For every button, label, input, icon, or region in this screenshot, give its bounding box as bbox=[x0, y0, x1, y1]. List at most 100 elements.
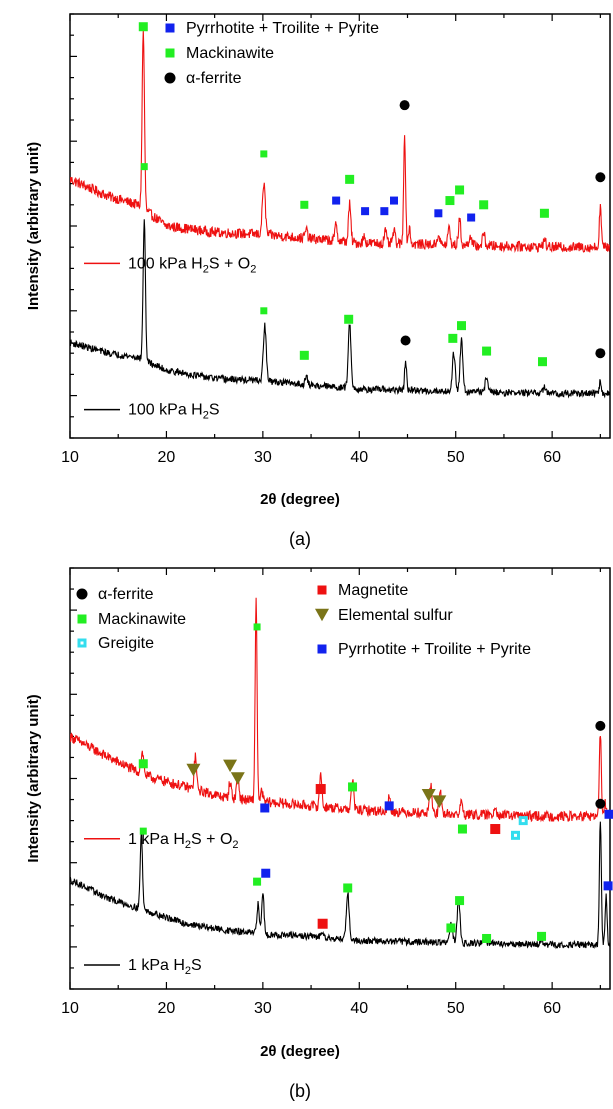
plot-frame bbox=[69, 13, 611, 439]
magnetite-marker bbox=[317, 918, 328, 929]
legend-marker bbox=[77, 638, 87, 648]
mackinawite-marker bbox=[482, 346, 492, 356]
greigite-marker bbox=[511, 830, 520, 840]
legend-marker bbox=[317, 585, 327, 595]
pyrrhotite-marker bbox=[384, 801, 394, 811]
ferrite-marker bbox=[400, 335, 411, 346]
pyrrhotite-marker bbox=[260, 803, 270, 813]
legend-marker bbox=[164, 72, 176, 84]
mackinawite-marker bbox=[457, 824, 467, 834]
x-tick-label: 20 bbox=[158, 449, 176, 466]
sulfur-marker bbox=[230, 772, 245, 785]
pyrrhotite-marker bbox=[380, 207, 389, 216]
x-tick-label: 40 bbox=[350, 1000, 368, 1017]
legend-marker bbox=[317, 644, 327, 654]
ferrite-marker bbox=[595, 348, 606, 359]
mackinawite-marker bbox=[138, 22, 148, 32]
sulfur-marker bbox=[421, 789, 436, 802]
mackinawite-marker bbox=[345, 174, 355, 184]
legend-label: Elemental sulfur bbox=[338, 607, 453, 624]
mackinawite-marker bbox=[140, 163, 148, 171]
mackinawite-marker bbox=[455, 185, 465, 195]
legend-label: Magnetite bbox=[338, 582, 408, 599]
ferrite-marker bbox=[399, 100, 410, 111]
mackinawite-marker bbox=[537, 931, 547, 941]
x-tick-label: 30 bbox=[254, 449, 272, 466]
ferrite-marker bbox=[595, 720, 606, 731]
pyrrhotite-marker bbox=[361, 207, 370, 216]
mackinawite-marker bbox=[539, 208, 549, 218]
x-tick-label: 10 bbox=[61, 1000, 79, 1017]
series-line-1 bbox=[70, 821, 610, 950]
mackinawite-marker bbox=[446, 923, 456, 933]
series-line-0 bbox=[70, 30, 610, 253]
x-tick-label: 20 bbox=[158, 1000, 176, 1017]
ferrite-marker bbox=[595, 172, 606, 183]
series-label: 100 kPa H2S bbox=[128, 402, 220, 422]
mackinawite-marker bbox=[479, 200, 489, 210]
x-tick-label: 10 bbox=[61, 449, 79, 466]
mackinawite-marker bbox=[253, 623, 261, 631]
panel-a: 10 20 30 40 50 60 2θ (degree) Intensity (arbitr… bbox=[25, 13, 611, 549]
pyrrhotite-marker bbox=[434, 209, 443, 218]
legend-marker bbox=[165, 23, 175, 33]
x-tick-label: 50 bbox=[447, 449, 465, 466]
mackinawite-marker bbox=[260, 150, 268, 158]
mackinawite-marker bbox=[343, 883, 353, 893]
pyrrhotite-marker bbox=[390, 196, 398, 205]
legend-marker bbox=[165, 48, 175, 58]
legend-label: Pyrrhotite + Troilite + Pyrite bbox=[338, 641, 531, 658]
mackinawite-marker bbox=[448, 333, 458, 343]
legend-marker bbox=[77, 614, 87, 624]
legend-marker bbox=[76, 588, 88, 600]
magnetite-marker bbox=[315, 784, 326, 795]
mackinawite-marker bbox=[457, 321, 466, 331]
pyrrhotite-marker bbox=[604, 809, 613, 819]
x-tick-label: 60 bbox=[543, 449, 561, 466]
pyrrhotite-marker bbox=[603, 881, 613, 891]
x-tick-label: 40 bbox=[350, 449, 368, 466]
panel-b: 10 20 30 40 50 60 2θ (degree) Intensity (arbitr… bbox=[25, 567, 613, 1101]
series-line-0 bbox=[70, 597, 610, 823]
y-axis-title: Intensity (arbitrary unit) bbox=[25, 142, 42, 310]
series-line-1 bbox=[70, 219, 610, 399]
sulfur-marker bbox=[432, 795, 447, 808]
mackinawite-marker bbox=[482, 933, 492, 943]
mackinawite-marker bbox=[445, 196, 455, 206]
series-label: 100 kPa H2S + O2 bbox=[128, 255, 256, 275]
sulfur-marker bbox=[223, 759, 238, 773]
legend-label: α-ferrite bbox=[98, 586, 154, 603]
x-tick-label: 30 bbox=[254, 1000, 272, 1017]
mackinawite-marker bbox=[455, 896, 465, 906]
pyrrhotite-marker bbox=[332, 196, 341, 205]
x-axis-title: 2θ (degree) bbox=[260, 1043, 340, 1060]
pyrrhotite-marker bbox=[261, 868, 271, 878]
mackinawite-marker bbox=[299, 350, 309, 360]
legend-label: Mackinawite bbox=[98, 611, 186, 628]
mackinawite-marker bbox=[344, 314, 354, 324]
series-label: 1 kPa H2S bbox=[128, 957, 202, 977]
sulfur-marker bbox=[186, 763, 201, 777]
magnetite-marker bbox=[490, 824, 501, 835]
legend-label: Greigite bbox=[98, 635, 154, 652]
mackinawite-marker bbox=[139, 827, 147, 835]
mackinawite-marker bbox=[538, 357, 547, 367]
x-tick-label: 60 bbox=[543, 1000, 561, 1017]
mackinawite-marker bbox=[253, 877, 262, 886]
legend-label: Mackinawite bbox=[186, 45, 274, 62]
ferrite-marker bbox=[595, 798, 606, 809]
panel-label: (b) bbox=[289, 1081, 311, 1101]
mackinawite-marker bbox=[300, 200, 309, 209]
x-tick-label: 50 bbox=[447, 1000, 465, 1017]
pyrrhotite-marker bbox=[467, 213, 476, 222]
y-axis-title: Intensity (arbitrary unit) bbox=[25, 694, 42, 862]
x-axis-title: 2θ (degree) bbox=[260, 491, 340, 508]
mackinawite-marker bbox=[260, 307, 268, 315]
mackinawite-marker bbox=[348, 782, 358, 792]
panel-label: (a) bbox=[289, 529, 311, 549]
legend-marker bbox=[315, 608, 329, 622]
mackinawite-marker bbox=[138, 759, 148, 769]
legend-label: Pyrrhotite + Troilite + Pyrite bbox=[186, 20, 379, 37]
greigite-marker bbox=[518, 816, 528, 826]
